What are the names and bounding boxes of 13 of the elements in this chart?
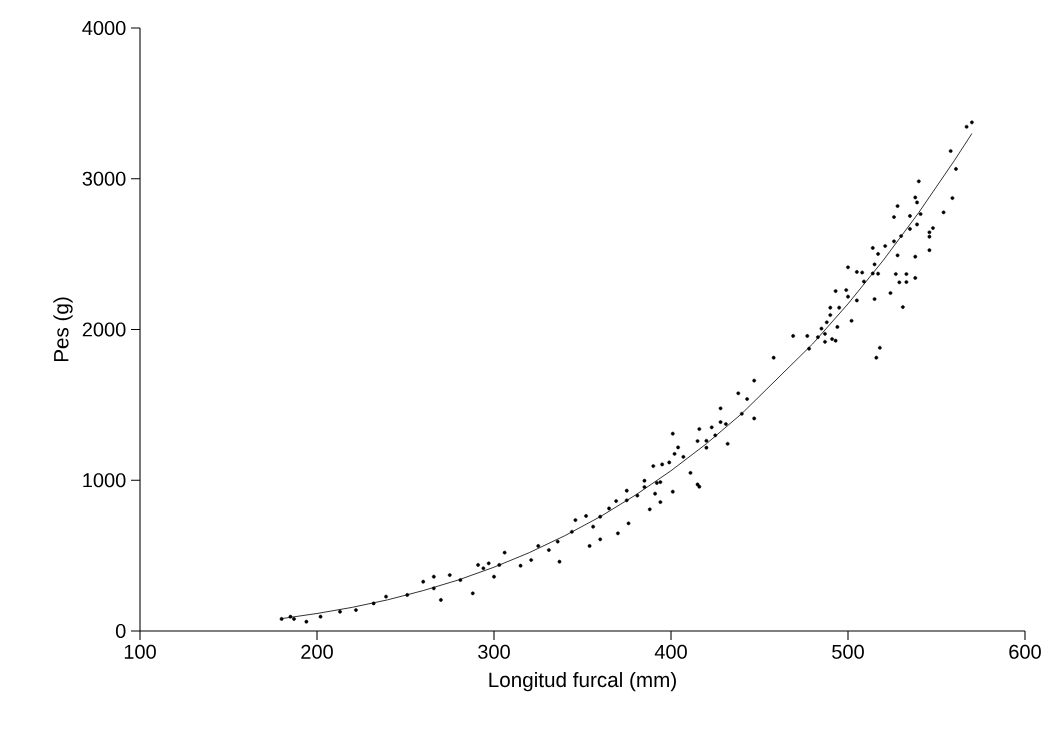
x-tick-label: 600 <box>1009 644 1041 659</box>
y-tick-label: 4000 <box>82 20 126 36</box>
x-tick-label: 400 <box>654 644 687 659</box>
x-tick-label: 300 <box>478 644 510 659</box>
y-tick-label: 3000 <box>82 171 126 186</box>
x-tick-label: 100 <box>124 644 156 659</box>
x-axis-title: Longitud furcal (mm) <box>489 672 676 692</box>
y-axis-title: Pes (g) <box>53 297 73 362</box>
y-tick-label: 0 <box>115 623 126 639</box>
x-tick-label: 500 <box>832 644 864 659</box>
y-tick-label: 1000 <box>83 473 126 488</box>
x-tick-label: 200 <box>301 644 333 659</box>
y-tick-label: 2000 <box>82 322 126 337</box>
